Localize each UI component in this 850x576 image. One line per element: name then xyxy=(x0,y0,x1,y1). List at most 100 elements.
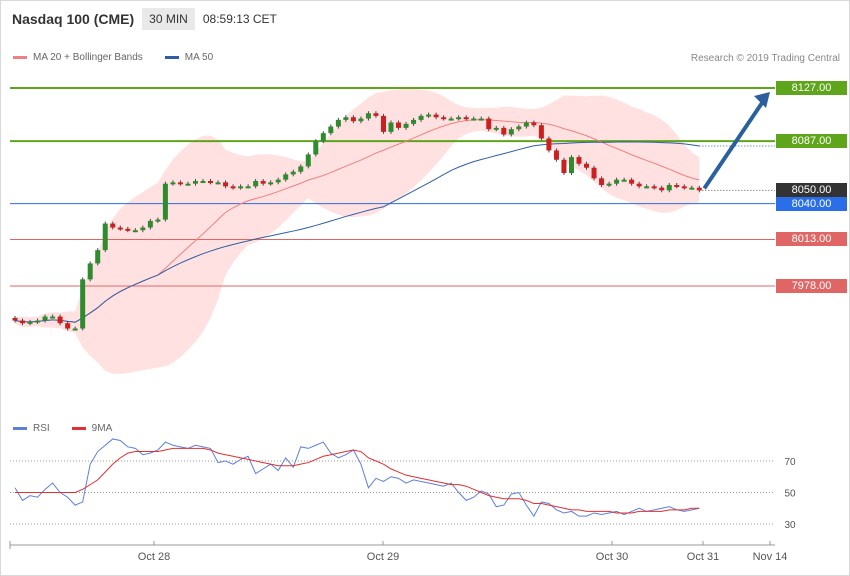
candle-body xyxy=(358,118,364,122)
rsi-line xyxy=(14,438,700,518)
candle-body xyxy=(666,185,672,191)
candle-body xyxy=(411,119,417,124)
candle-body xyxy=(50,316,56,319)
candle-body xyxy=(606,183,612,186)
candle-body xyxy=(230,186,236,189)
candle-body xyxy=(426,114,432,117)
candle-body xyxy=(192,181,198,184)
candle-body xyxy=(689,187,695,190)
candle-body xyxy=(162,183,168,220)
timeframe-badge[interactable]: 30 MIN xyxy=(142,8,195,30)
chart-header: Nasdaq 100 (CME) 30 MIN 08:59:13 CET xyxy=(12,8,277,30)
candle-body xyxy=(343,117,349,120)
candle-body xyxy=(223,182,229,187)
candle-body xyxy=(365,113,371,119)
candle-body xyxy=(65,323,71,329)
candle-body xyxy=(621,179,627,182)
target-arrow xyxy=(702,92,770,190)
candle-body xyxy=(170,182,176,185)
candle-body xyxy=(396,122,402,128)
candle-body xyxy=(260,181,266,184)
rsi-ma-line xyxy=(15,447,700,514)
candle-body xyxy=(553,150,559,160)
candle-body xyxy=(313,141,319,155)
candle-body xyxy=(373,113,379,116)
candle-body xyxy=(448,118,454,121)
candle-body xyxy=(268,182,274,185)
candle-body xyxy=(659,187,665,191)
candle-body xyxy=(523,122,529,127)
target-arrow-shaft xyxy=(702,98,766,190)
candle-body xyxy=(441,117,447,120)
clock-time: 08:59:13 CET xyxy=(202,12,277,26)
price-label-support: 8013.00 xyxy=(776,232,847,247)
candle-body xyxy=(651,186,657,189)
candle-body xyxy=(185,183,191,186)
candle-body xyxy=(102,223,108,251)
candle-body xyxy=(42,316,48,321)
target-arrow-head xyxy=(754,92,770,108)
candle-body xyxy=(275,179,281,183)
candle-body xyxy=(110,223,116,228)
candle-body xyxy=(629,179,635,184)
candle-body xyxy=(215,182,221,185)
ma20-legend-label: MA 20 + Bollinger Bands xyxy=(33,52,143,63)
candle-body xyxy=(335,119,341,127)
rsi-axis-label: 70 xyxy=(784,457,796,468)
candle-body xyxy=(546,138,552,151)
candle-body xyxy=(644,186,650,189)
rsi-axis-label: 50 xyxy=(784,489,796,500)
price-label-last: 8050.00 xyxy=(776,183,847,198)
rsi-legend: RSI 9MA xyxy=(13,423,112,434)
candle-body xyxy=(403,123,409,128)
candle-body xyxy=(12,317,18,321)
candle-body xyxy=(290,171,296,175)
price-levels-layer xyxy=(10,87,775,287)
candle-body xyxy=(463,117,469,120)
price-label-resistance: 8127.00 xyxy=(776,81,847,95)
candle-body xyxy=(576,157,582,164)
candle-body xyxy=(177,182,183,185)
time-axis: Oct 28 Oct 29 Oct 30 Oct 31 Nov 14 xyxy=(9,541,787,563)
credit-text: Research © 2019 Trading Central xyxy=(690,53,840,64)
candle-body xyxy=(147,220,153,228)
time-axis-label: Oct 28 xyxy=(138,551,170,563)
candle-body xyxy=(20,320,26,324)
candle-body xyxy=(35,320,41,323)
bollinger-band xyxy=(15,88,700,374)
candle-body xyxy=(245,186,251,189)
ma50-swatch xyxy=(164,56,179,59)
rsi-ma-legend-label: 9MA xyxy=(91,423,113,434)
ma20-swatch xyxy=(13,56,27,59)
candle-body xyxy=(493,127,499,130)
rsi-layer: 70 50 30 xyxy=(10,438,796,531)
candle-body xyxy=(418,115,424,120)
candle-body xyxy=(614,179,620,184)
moving-average-layer xyxy=(14,118,775,323)
price-label-support: 7978.00 xyxy=(776,279,847,293)
rsi-legend-label: RSI xyxy=(33,423,50,434)
candle-body xyxy=(253,181,259,187)
time-axis-label: Oct 30 xyxy=(596,551,628,563)
candle-body xyxy=(696,187,702,191)
candle-body xyxy=(125,228,131,231)
candle-body xyxy=(132,230,138,233)
candle-body xyxy=(305,154,311,167)
candle-body xyxy=(95,250,101,264)
candle-body xyxy=(208,181,214,184)
candle-body xyxy=(568,157,574,174)
candle-body xyxy=(57,316,63,324)
rsi-ma-swatch xyxy=(71,427,86,430)
time-axis-label: Oct 31 xyxy=(687,551,719,563)
rsi-swatch xyxy=(13,427,27,430)
candle-body xyxy=(599,178,605,186)
candle-body xyxy=(380,115,386,132)
rsi-axis-label: 30 xyxy=(784,520,796,531)
price-label-resistance: 8087.00 xyxy=(776,134,847,149)
time-axis-label: Oct 29 xyxy=(367,551,399,563)
candle-body xyxy=(298,166,304,172)
candle-body xyxy=(200,181,206,184)
candle-body xyxy=(87,263,93,280)
candle-body xyxy=(350,117,356,122)
